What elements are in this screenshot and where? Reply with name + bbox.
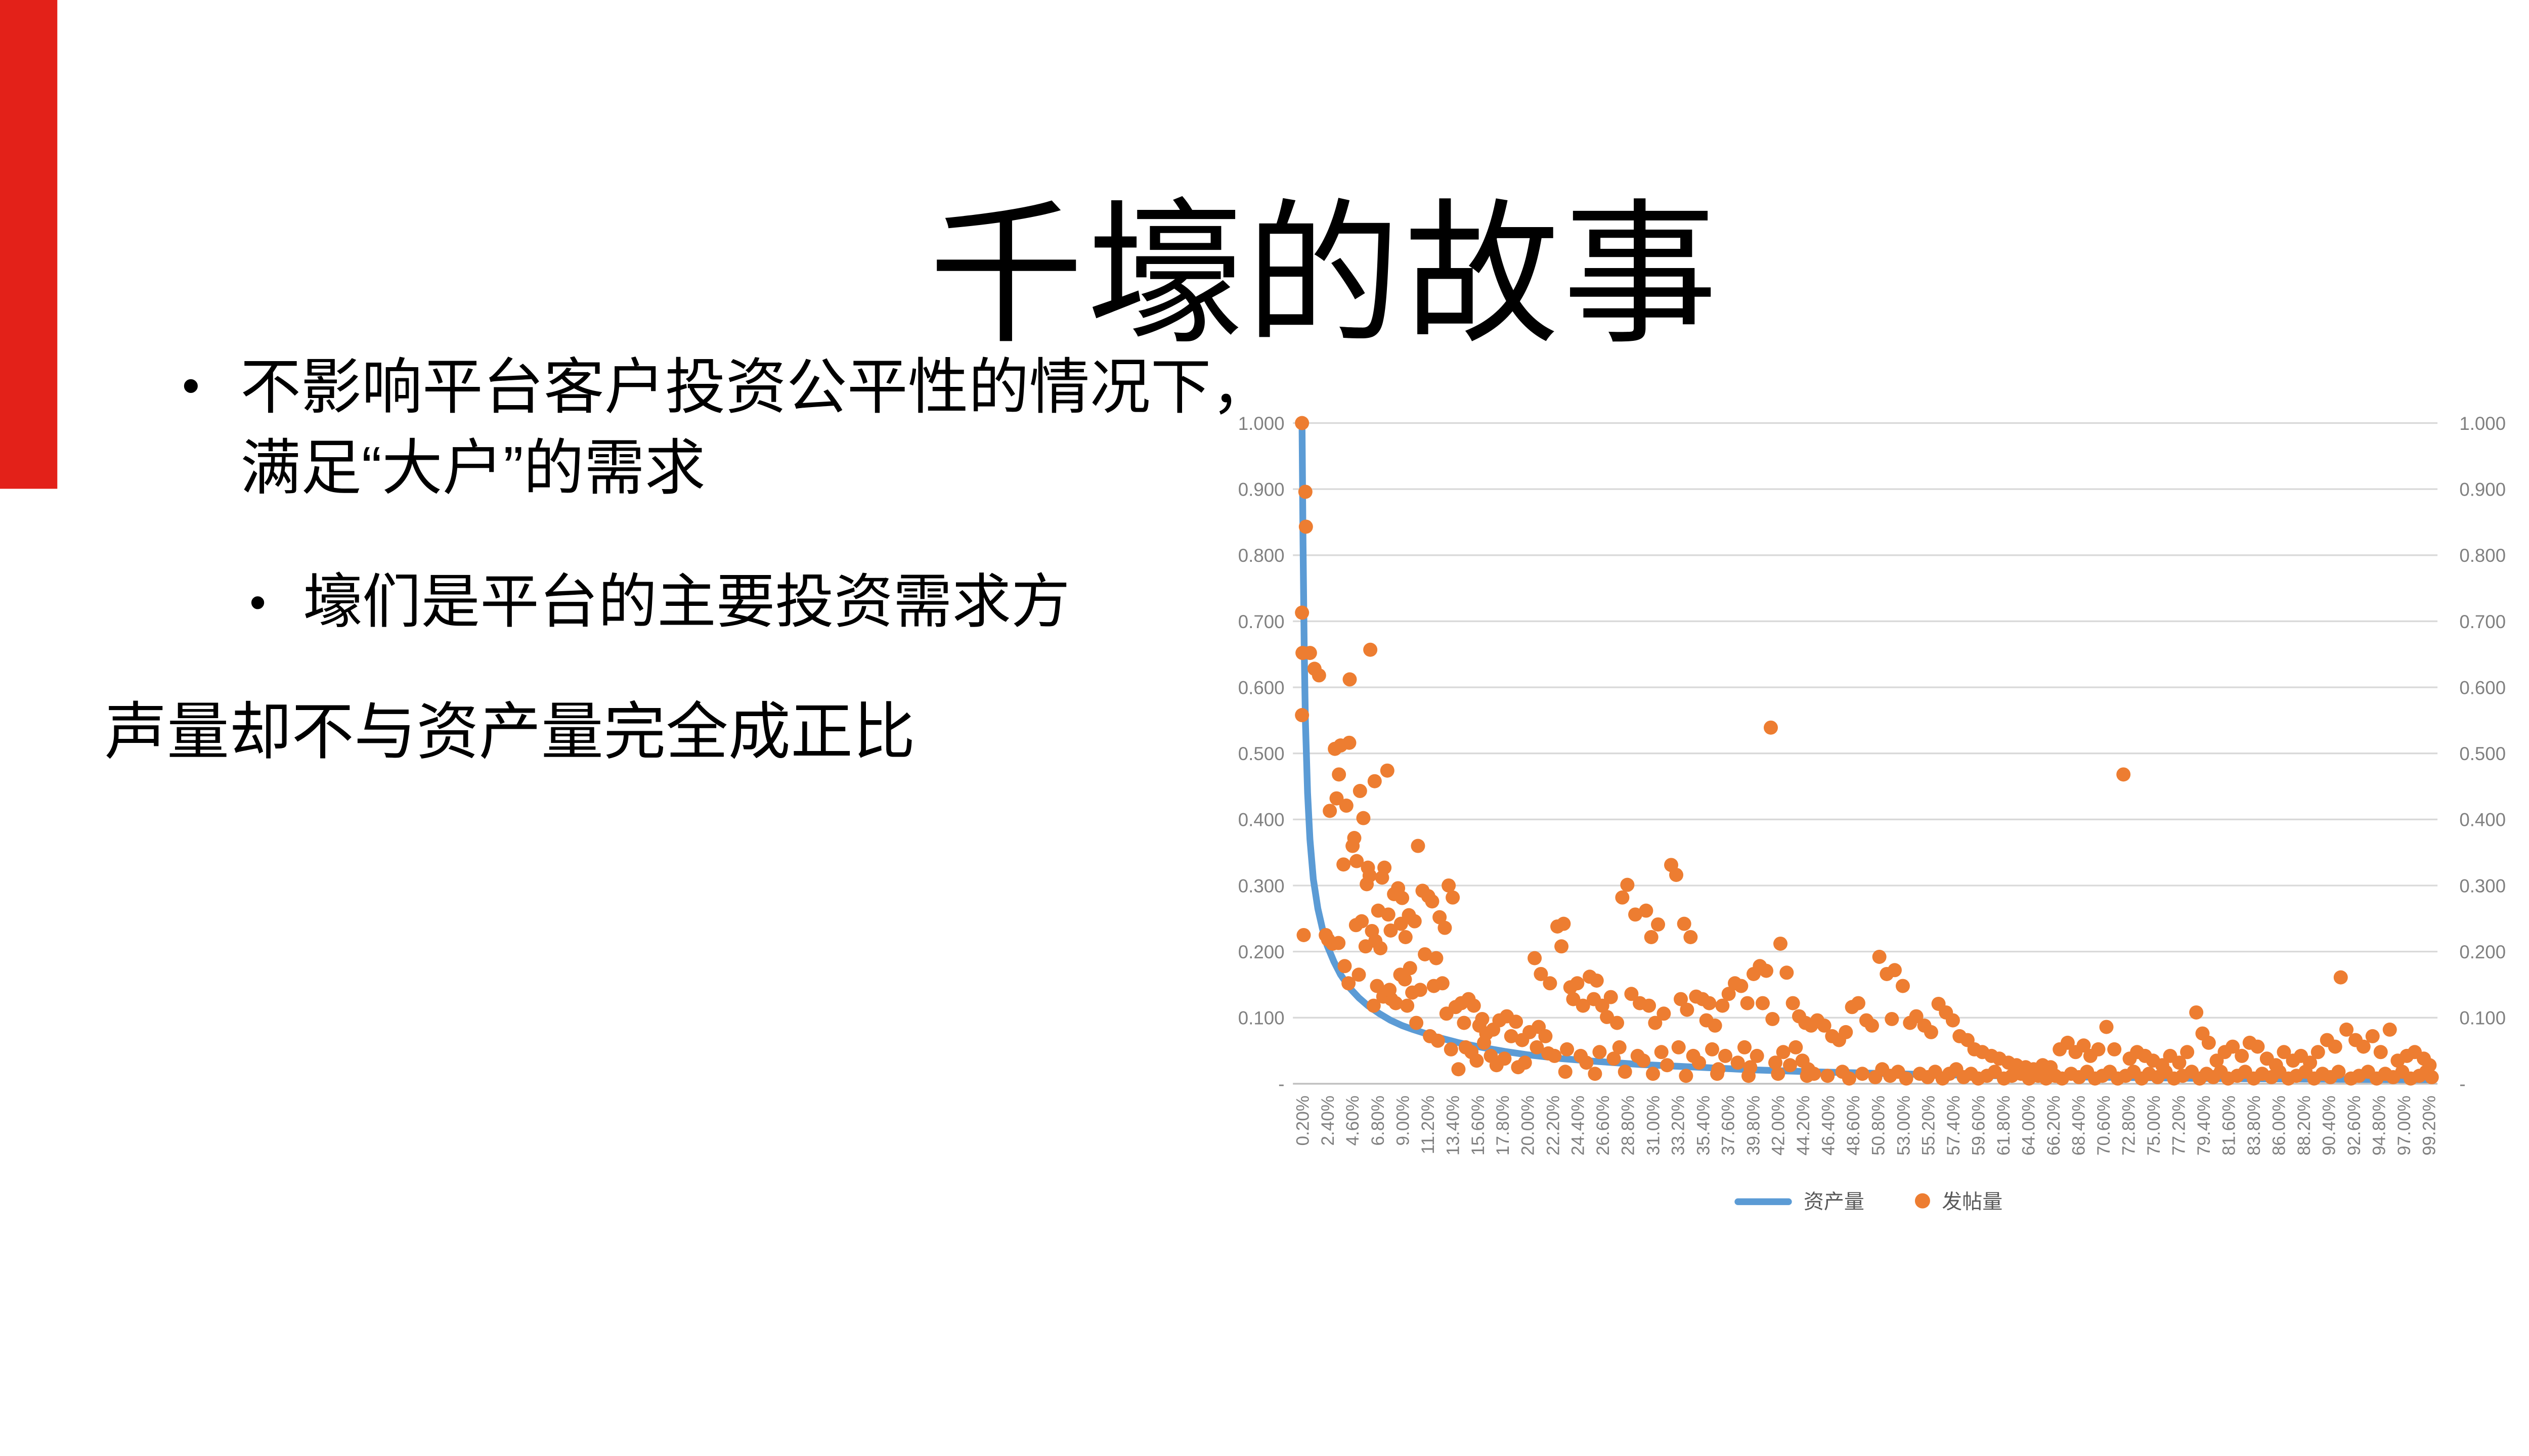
note-line: 声量却不与资产量完全成正比 (104, 697, 915, 767)
svg-text:15.60%: 15.60% (1468, 1095, 1488, 1156)
svg-text:97.00%: 97.00% (2394, 1095, 2414, 1156)
svg-text:68.40%: 68.40% (2069, 1095, 2089, 1156)
svg-text:61.80%: 61.80% (1994, 1095, 2014, 1156)
svg-text:59.60%: 59.60% (1969, 1095, 1989, 1156)
svg-text:90.40%: 90.40% (2319, 1095, 2339, 1156)
svg-text:75.00%: 75.00% (2144, 1095, 2164, 1156)
svg-text:44.20%: 44.20% (1794, 1095, 1813, 1156)
svg-text:42.00%: 42.00% (1769, 1095, 1789, 1156)
svg-text:0.400: 0.400 (1238, 810, 1285, 830)
legend-item-assets: 资产量 (1734, 1186, 1864, 1215)
legend-item-posts: 发帖量 (1914, 1186, 2003, 1215)
chart-legend: 资产量 发帖量 (1299, 1186, 2437, 1215)
svg-text:77.20%: 77.20% (2169, 1095, 2189, 1156)
bullet-item-1-text: 不影响平台客户投资公平性的情况下， 满足“大户”的需求 (240, 347, 1272, 509)
svg-text:55.20%: 55.20% (1919, 1095, 1939, 1156)
svg-text:0.100: 0.100 (1238, 1008, 1285, 1029)
svg-text:28.80%: 28.80% (1619, 1095, 1638, 1156)
svg-text:6.80%: 6.80% (1368, 1095, 1388, 1145)
svg-text:72.80%: 72.80% (2119, 1095, 2139, 1156)
svg-text:1.000: 1.000 (1238, 413, 1285, 434)
svg-text:0.600: 0.600 (1238, 677, 1285, 698)
svg-text:53.00%: 53.00% (1894, 1095, 1913, 1156)
svg-text:86.00%: 86.00% (2269, 1095, 2289, 1156)
svg-text:0.800: 0.800 (1238, 545, 1285, 566)
svg-text:37.60%: 37.60% (1719, 1095, 1738, 1156)
bullet-dot-icon: • (249, 576, 266, 629)
svg-text:0.500: 0.500 (2459, 743, 2506, 764)
svg-text:2.40%: 2.40% (1318, 1095, 1338, 1145)
svg-text:31.00%: 31.00% (1643, 1095, 1663, 1156)
svg-text:0.900: 0.900 (2459, 479, 2506, 500)
svg-text:33.20%: 33.20% (1669, 1095, 1688, 1156)
svg-text:0.200: 0.200 (1238, 942, 1285, 962)
svg-text:70.60%: 70.60% (2094, 1095, 2114, 1156)
svg-text:0.700: 0.700 (2459, 611, 2506, 632)
svg-text:88.20%: 88.20% (2294, 1095, 2314, 1156)
dot-swatch-icon (1914, 1193, 1930, 1209)
svg-text:0.800: 0.800 (2459, 545, 2506, 566)
svg-text:1.000: 1.000 (2459, 413, 2506, 434)
svg-text:83.80%: 83.80% (2244, 1095, 2264, 1156)
svg-text:0.600: 0.600 (2459, 677, 2506, 698)
bullet-item-2: • 壕们是平台的主要投资需求方 (249, 566, 1070, 641)
legend-label-posts: 发帖量 (1942, 1189, 2003, 1214)
bullet-item-1-line-1: 不影响平台客户投资公平性的情况下， (240, 352, 1272, 422)
svg-text:20.00%: 20.00% (1518, 1095, 1538, 1156)
svg-text:94.80%: 94.80% (2369, 1095, 2389, 1156)
bullet-item-1-line-2: 满足“大户”的需求 (240, 433, 706, 503)
svg-text:0.700: 0.700 (1238, 611, 1285, 632)
bullet-item-2-text: 壕们是平台的主要投资需求方 (303, 569, 1070, 636)
svg-text:39.80%: 39.80% (1743, 1095, 1763, 1156)
svg-text:0.200: 0.200 (2459, 942, 2506, 962)
svg-text:-: - (1278, 1074, 1284, 1094)
svg-text:11.20%: 11.20% (1418, 1095, 1438, 1154)
line-swatch-icon (1734, 1197, 1792, 1205)
svg-text:4.60%: 4.60% (1343, 1095, 1363, 1145)
svg-text:24.40%: 24.40% (1568, 1095, 1588, 1156)
svg-text:17.80%: 17.80% (1493, 1095, 1513, 1156)
svg-text:35.40%: 35.40% (1693, 1095, 1713, 1156)
svg-text:46.40%: 46.40% (1819, 1095, 1839, 1156)
svg-text:50.80%: 50.80% (1869, 1095, 1889, 1156)
svg-text:64.00%: 64.00% (2019, 1095, 2039, 1156)
svg-text:0.400: 0.400 (2459, 810, 2506, 830)
svg-text:26.60%: 26.60% (1593, 1095, 1613, 1156)
svg-text:0.300: 0.300 (1238, 875, 1285, 896)
svg-text:-: - (2459, 1074, 2465, 1094)
slide-title: 千壕的故事 (929, 190, 1721, 362)
bullet-item-1: • 不影响平台客户投资公平性的情况下， 满足“大户”的需求 (182, 347, 1272, 509)
svg-text:22.20%: 22.20% (1543, 1095, 1563, 1156)
svg-text:81.60%: 81.60% (2219, 1095, 2239, 1156)
bullet-dot-icon: • (182, 359, 200, 415)
svg-text:0.300: 0.300 (2459, 875, 2506, 896)
svg-text:0.500: 0.500 (1238, 743, 1285, 764)
svg-text:0.20%: 0.20% (1293, 1095, 1313, 1145)
svg-text:92.60%: 92.60% (2344, 1095, 2364, 1156)
svg-text:9.00%: 9.00% (1393, 1095, 1413, 1145)
svg-text:0.100: 0.100 (2459, 1008, 2506, 1029)
svg-text:66.20%: 66.20% (2044, 1095, 2064, 1156)
svg-text:13.40%: 13.40% (1443, 1095, 1463, 1156)
svg-text:0.900: 0.900 (1238, 479, 1285, 500)
legend-label-assets: 资产量 (1803, 1189, 1864, 1214)
red-accent-bar (0, 0, 58, 489)
svg-text:99.20%: 99.20% (2419, 1095, 2439, 1156)
svg-text:57.40%: 57.40% (1944, 1095, 1964, 1156)
svg-text:79.40%: 79.40% (2194, 1095, 2214, 1156)
svg-text:48.60%: 48.60% (1844, 1095, 1863, 1156)
